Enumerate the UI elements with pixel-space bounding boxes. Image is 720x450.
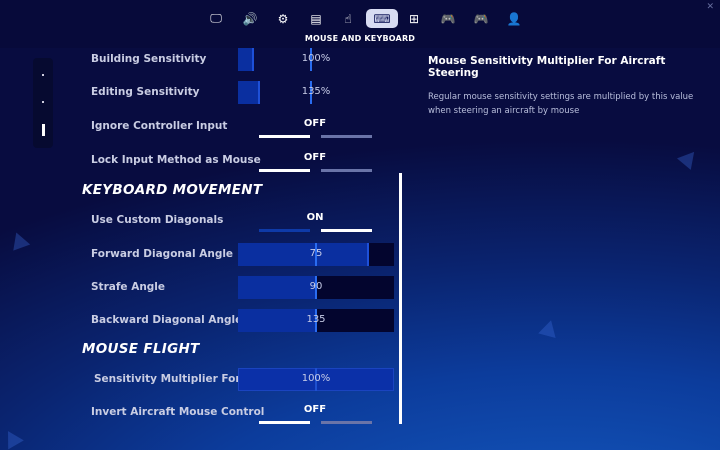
bg-shape [0,426,24,450]
slider-value: 135 [306,314,326,325]
slider-value: 100% [301,373,331,384]
toggle-off-indicator[interactable] [259,169,310,172]
aircraft-multiplier-slider[interactable]: 100% [238,368,394,391]
close-icon[interactable]: ✕ [706,2,714,12]
setting-building-sensitivity: Building Sensitivity 100% [0,45,400,75]
slider-default-marker [315,276,317,299]
setting-invert-aircraft-mouse[interactable]: Invert Aircraft Mouse Control OFF [0,398,400,428]
setting-label: Building Sensitivity [91,53,207,65]
setting-forward-diagonal-angle: Forward Diagonal Angle 75 [0,240,400,270]
slider-fill [238,276,316,299]
nav-dot[interactable] [42,101,44,103]
slider-value: 100% [301,53,331,64]
toggle-value[interactable]: OFF [303,152,327,163]
bg-shape [538,317,560,339]
monitor-icon[interactable]: 🖵 [210,11,222,25]
toggle-off-indicator[interactable] [259,229,310,232]
slider-value: 75 [309,248,323,259]
gear-icon[interactable]: ⚙ [277,11,289,26]
scroll-position-nav[interactable] [33,58,53,148]
description-panel: Mouse Sensitivity Multiplier For Aircraf… [428,55,708,118]
setting-sensitivity-multiplier-aircraft: Sensitivity Multiplier For Airc 100% [0,365,400,395]
setting-backward-diagonal-angle: Backward Diagonal Angle 135 [0,306,400,336]
slider-fill [238,48,254,71]
toggle-off-indicator[interactable] [259,421,310,424]
toggle-on-indicator[interactable] [321,229,372,232]
slider-default-marker [315,309,317,332]
account-icon[interactable]: 👤 [506,11,522,26]
toggle-value[interactable]: OFF [303,404,327,415]
slider-fill [238,309,316,332]
tab-title: MOUSE AND KEYBOARD [304,34,416,43]
slider-fill [238,81,260,104]
editing-sensitivity-slider[interactable]: 135% [238,81,394,104]
setting-ignore-controller[interactable]: Ignore Controller Input OFF [0,112,400,142]
section-mouse-flight: MOUSE FLIGHT [82,341,200,357]
setting-label: Forward Diagonal Angle [91,248,234,260]
keyboard-mouse-icon[interactable]: ⌨ [366,9,398,28]
section-keyboard-movement: KEYBOARD MOVEMENT [82,182,263,198]
setting-label: Ignore Controller Input [91,120,228,132]
nav-dot[interactable] [42,74,44,76]
setting-label: Lock Input Method as Mouse [91,154,261,166]
slider-value: 135% [301,86,331,97]
speaker-icon[interactable]: 🔊 [242,11,258,26]
setting-label: Editing Sensitivity [91,86,200,98]
setting-custom-diagonals[interactable]: Use Custom Diagonals ON [0,206,400,236]
nav-current[interactable] [42,124,45,136]
slider-value: 90 [309,281,323,292]
slider-default-marker [315,243,317,266]
scrollbar[interactable] [399,173,402,424]
setting-editing-sensitivity: Editing Sensitivity 135% [0,78,400,108]
setting-strafe-angle: Strafe Angle 90 [0,273,400,303]
backward-angle-slider[interactable]: 135 [238,309,394,332]
strafe-angle-slider[interactable]: 90 [238,276,394,299]
setting-label: Invert Aircraft Mouse Control [91,406,265,418]
setting-label: Strafe Angle [91,281,166,293]
toggle-on-indicator[interactable] [321,421,372,424]
description-body: Regular mouse sensitivity settings are m… [428,92,694,116]
bg-shape [676,146,702,170]
top-nav: 🖵 🔊 ⚙ ▤ ☝ ⌨ ⊞ 🎮 🎮 👤 MOUSE AND KEYBOARD ✕ [0,0,720,48]
slider-default-marker [315,368,317,391]
setting-label: Use Custom Diagonals [91,214,224,226]
setting-lock-input-mouse[interactable]: Lock Input Method as Mouse OFF [0,146,400,176]
slider-default-marker [310,81,312,104]
controller-wireless-icon[interactable]: 🎮 [440,11,456,26]
controller-icon[interactable]: 🎮 [473,11,489,26]
toggle-on-indicator[interactable] [321,169,372,172]
setting-label: Backward Diagonal Angle [91,314,243,326]
touch-icon[interactable]: ☝ [344,11,352,26]
description-title: Mouse Sensitivity Multiplier For Aircraf… [428,55,666,79]
setting-label: Sensitivity Multiplier For Airc [94,373,268,385]
forward-angle-slider[interactable]: 75 [238,243,394,266]
game-ui-icon[interactable]: ▤ [310,11,322,26]
toggle-on-indicator[interactable] [321,135,372,138]
toggle-value[interactable]: OFF [303,118,327,129]
building-sensitivity-slider[interactable]: 100% [238,48,394,71]
toggle-value[interactable]: ON [306,212,324,223]
slider-default-marker [310,48,312,71]
network-icon[interactable]: ⊞ [408,11,420,26]
slider-fill [238,243,370,266]
toggle-off-indicator[interactable] [259,135,310,138]
